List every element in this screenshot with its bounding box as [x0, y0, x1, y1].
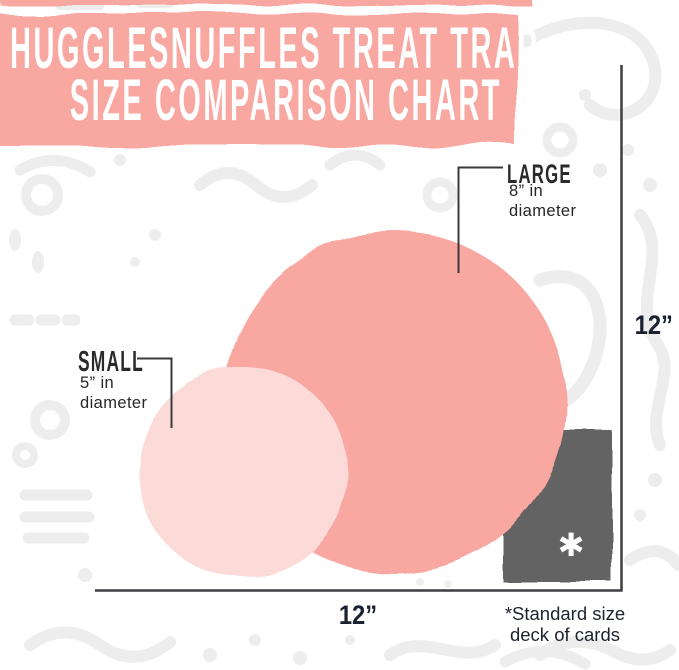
large-diameter-value: 8” in [509, 182, 544, 200]
small-diameter-value: 5” in [80, 374, 115, 392]
deck-caption-line1: *Standard size [504, 603, 626, 624]
deck-caption-line2: deck of cards [509, 624, 621, 645]
small-size-detail: 5” in diameter [80, 373, 147, 413]
small-treat-trap-circle [138, 367, 348, 577]
doodle-background [9, 0, 679, 670]
frame-height-label: 12” [634, 310, 673, 340]
banner-brush-edge [0, 0, 530, 5]
large-size-label: LARGE [507, 159, 572, 189]
title-banner-background [0, 13, 516, 146]
deck-asterisk-icon: ✱ [558, 526, 585, 564]
large-size-detail: 8” in diameter [509, 181, 576, 221]
large-callout-line [457, 166, 503, 273]
deck-caption: *Standard size deck of cards [488, 603, 642, 645]
small-diameter-word: diameter [80, 394, 148, 412]
small-callout-line [137, 357, 173, 428]
banner-title-line1: HUGGLESNUFFLES TREAT TRAP [10, 16, 540, 81]
large-diameter-word: diameter [509, 202, 577, 220]
banner-title-line2: SIZE COMPARISON CHART [69, 68, 502, 133]
frame-width-label: 12” [338, 600, 378, 630]
small-size-label: SMALL [78, 346, 144, 378]
